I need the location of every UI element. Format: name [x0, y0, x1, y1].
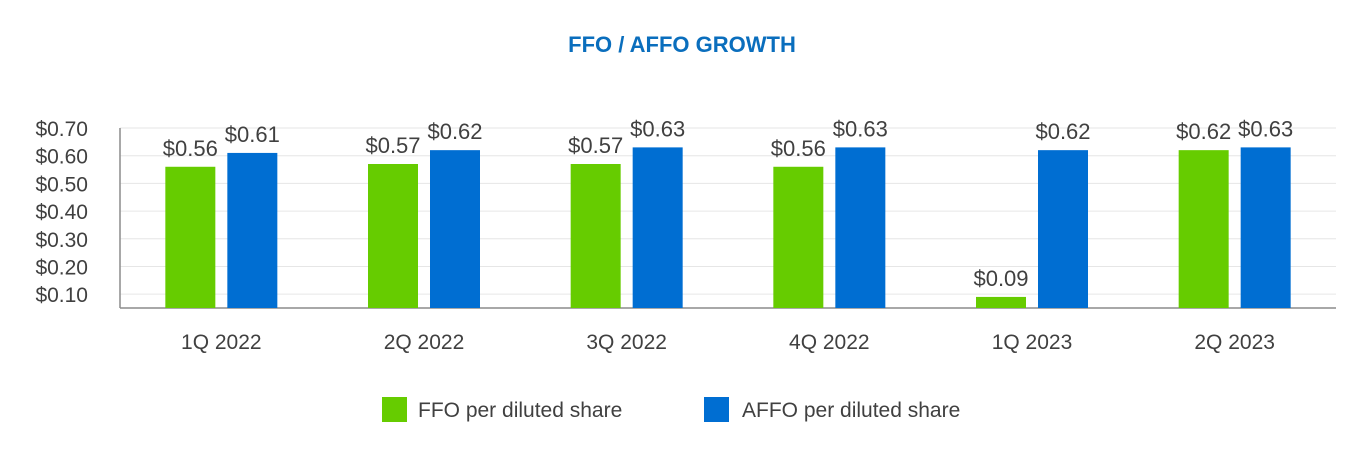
legend-label-ffo: FFO per diluted share [418, 399, 622, 422]
y-tick-label: $0.40 [35, 201, 88, 224]
bar-ffo [976, 296, 1026, 308]
x-tick-label: 1Q 2023 [992, 331, 1073, 354]
bar-affo [227, 152, 278, 308]
data-label-ffo: $0.56 [771, 136, 826, 161]
bar-affo [1240, 147, 1291, 308]
data-label-affo: $0.63 [833, 116, 888, 141]
data-labels: $0.56 $0.61 $0.57 $0.62 $0.57 $0.63 $0.56 $0.63… [163, 116, 1293, 291]
bar-affo [632, 147, 683, 308]
data-label-affo: $0.61 [225, 122, 280, 147]
data-label-affo: $0.62 [427, 119, 482, 144]
bar-ffo [773, 166, 824, 308]
bar-affo [1038, 150, 1088, 308]
y-tick-label: $0.20 [35, 256, 88, 279]
legend-swatch-affo [704, 397, 729, 422]
gridlines [120, 127, 1336, 295]
data-label-affo: $0.63 [1238, 116, 1293, 141]
bar-affo [835, 147, 886, 308]
data-label-ffo: $0.57 [568, 133, 623, 158]
data-label-ffo: $0.56 [163, 136, 218, 161]
legend: FFO per diluted share AFFO per diluted sh… [382, 397, 960, 422]
y-tick-label: $0.30 [35, 229, 88, 252]
x-tick-label: 2Q 2022 [384, 331, 465, 354]
bar-ffo [570, 164, 621, 308]
chart-title: FFO / AFFO GROWTH [568, 32, 796, 57]
legend-swatch-ffo [382, 397, 407, 422]
bar-ffo [368, 164, 418, 308]
x-tick-label: 4Q 2022 [789, 331, 870, 354]
data-label-affo: $0.62 [1035, 119, 1090, 144]
bar-affo [430, 150, 480, 308]
data-label-affo: $0.63 [630, 116, 685, 141]
bar-ffo [1178, 150, 1229, 308]
y-tick-label: $0.50 [35, 173, 88, 196]
legend-label-affo: AFFO per diluted share [742, 399, 960, 422]
y-tick-label: $0.70 [35, 118, 88, 141]
x-tick-label: 2Q 2023 [1194, 331, 1275, 354]
bars [165, 147, 1291, 308]
data-label-ffo: $0.57 [365, 133, 420, 158]
x-tick-label: 3Q 2022 [586, 331, 667, 354]
bar-ffo [165, 166, 216, 308]
y-tick-label: $0.60 [35, 146, 88, 169]
data-label-ffo: $0.09 [973, 266, 1028, 291]
y-tick-label: $0.10 [35, 284, 88, 307]
x-tick-label: 1Q 2022 [181, 331, 262, 354]
axes: $0.10 $0.20 $0.30 $0.40 $0.50 $0.60 $0.70 1Q 20… [35, 118, 1336, 354]
data-label-ffo: $0.62 [1176, 119, 1231, 144]
